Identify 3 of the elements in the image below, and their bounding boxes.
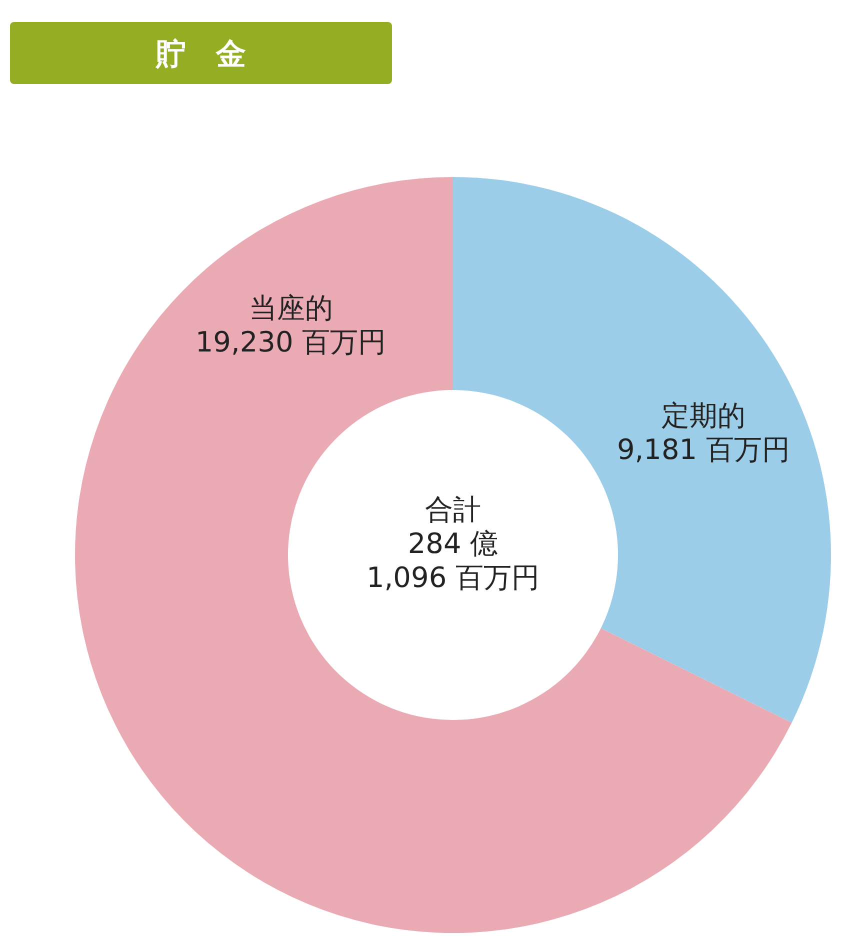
annotation: 合計 284 億 1,096 百万円 xyxy=(366,493,540,594)
chart-title: 貯 金 xyxy=(155,37,246,72)
title: 貯 金 xyxy=(10,22,392,84)
